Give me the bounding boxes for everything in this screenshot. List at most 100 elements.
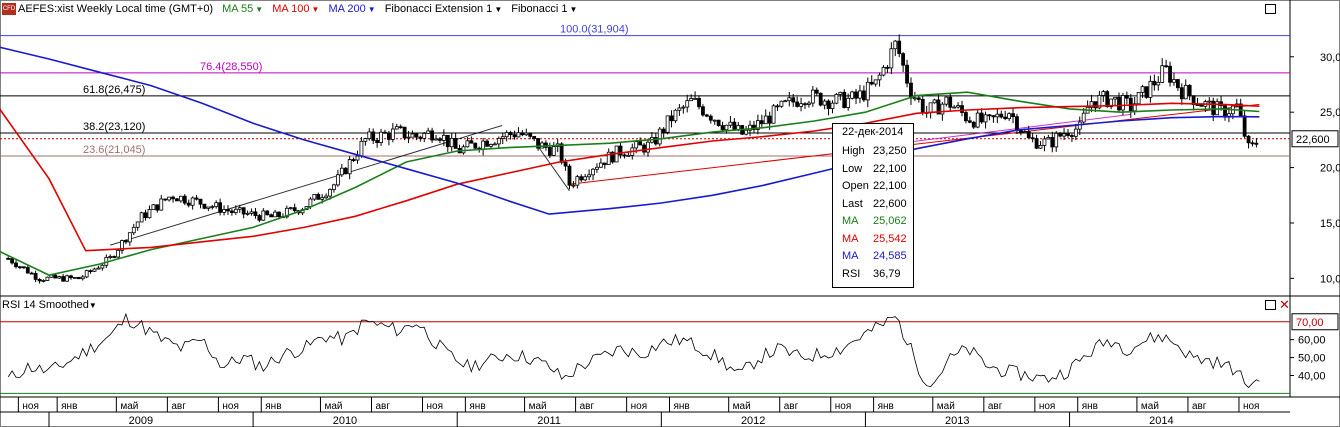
candle-body <box>995 113 1000 118</box>
candle-body <box>335 174 340 186</box>
indicator-fibonacci-extension-1[interactable]: Fibonacci Extension 1 ▼ <box>385 3 503 15</box>
candle-body <box>406 136 411 139</box>
chevron-down-icon: ▼ <box>255 4 264 14</box>
rsi-level-label: 70,00 <box>1296 317 1324 329</box>
candle-body <box>438 138 442 141</box>
candle-body <box>732 121 737 131</box>
month-label: янв <box>673 401 689 412</box>
chevron-down-icon: ▼ <box>569 4 578 14</box>
candle-body <box>618 145 623 156</box>
candle-body <box>657 128 662 145</box>
candle-body <box>371 131 376 141</box>
candle-body <box>791 97 796 103</box>
data-tooltip: 22-дек-2014 High 23,250 Low 22,100 Open 22,10… <box>832 123 914 288</box>
candle-body <box>241 207 246 215</box>
candle-body <box>198 198 203 205</box>
candle-body <box>1187 84 1192 97</box>
chevron-down-icon: ▼ <box>367 4 376 14</box>
candle-body <box>940 103 945 115</box>
candle-body <box>163 198 168 201</box>
tooltip-row-value: 22,100 <box>873 180 907 192</box>
rsi-close-icon[interactable]: ✕ <box>1279 297 1290 312</box>
candle-body <box>131 226 136 234</box>
candle-body <box>1254 142 1259 145</box>
candle-body <box>838 91 843 95</box>
candle-body <box>230 210 234 213</box>
candle-body <box>948 96 953 108</box>
y-tick-label: 15,000 <box>1320 218 1340 230</box>
candle-body <box>987 114 992 117</box>
tooltip-row: RSI 36,79 <box>842 268 910 284</box>
tooltip-row-value: 25,542 <box>873 232 907 245</box>
tooltip-row-value: 25,062 <box>873 215 907 227</box>
candle-body <box>1168 65 1172 83</box>
time-x-axis: ноя янв май авг ноя янв май авг ноя янв май авг ноя я… <box>17 397 1259 427</box>
maximize-icon[interactable] <box>1265 4 1276 14</box>
indicator-label: MA 200 <box>328 3 366 15</box>
candle-body <box>84 270 89 278</box>
candle-body <box>175 198 179 202</box>
rsi-maximize-icon[interactable] <box>1265 300 1276 310</box>
candle-body <box>116 249 120 258</box>
rsi-title[interactable]: RSI 14 Smoothed▼ <box>2 299 97 311</box>
month-label: ноя <box>1039 401 1056 412</box>
candle-body <box>1199 104 1204 107</box>
candle-body <box>508 132 513 136</box>
candle-body <box>795 101 800 107</box>
candle-body <box>402 126 407 139</box>
candle-body <box>689 98 694 102</box>
candle-body <box>1015 116 1019 131</box>
candle-body <box>822 100 827 106</box>
candle-body <box>481 140 486 150</box>
candle-body <box>704 114 709 117</box>
tooltip-row: Last 22,600 <box>842 198 910 214</box>
candle-body <box>799 103 803 107</box>
year-label: 2011 <box>537 415 561 427</box>
candle-body <box>563 161 568 167</box>
candle-body <box>697 98 701 108</box>
candle-body <box>547 146 552 156</box>
chevron-down-icon: ▼ <box>494 4 503 14</box>
tooltip-row: High 23,250 <box>842 145 910 161</box>
candle-body <box>1073 128 1078 137</box>
candle-body <box>273 211 277 218</box>
candle-body <box>567 165 572 186</box>
candle-body <box>426 130 431 134</box>
candle-body <box>127 232 132 243</box>
candle-body <box>33 272 38 280</box>
rsi-chart-panel: 40,00 50,00 60,00 70,00 <box>0 312 1339 394</box>
candle-body <box>269 214 274 218</box>
month-label: авг <box>375 401 390 412</box>
month-label: авг <box>171 401 186 412</box>
month-label: янв <box>878 401 894 412</box>
symbol-title[interactable]: AEFES:xist Weekly Local time (GMT+0) <box>18 3 213 15</box>
indicator-fibonacci-1[interactable]: Fibonacci 1 ▼ <box>511 3 577 15</box>
tooltip-row: Open 22,100 <box>842 180 910 196</box>
candle-body <box>854 91 858 99</box>
candle-body <box>182 195 187 204</box>
candle-body <box>901 53 906 66</box>
candle-body <box>960 105 964 113</box>
candle-body <box>92 268 97 272</box>
candle-body <box>916 97 921 100</box>
candle-body <box>559 143 564 163</box>
candle-body <box>999 113 1004 118</box>
month-label: май <box>733 401 751 412</box>
indicator-ma-100[interactable]: MA 100 ▼ <box>272 3 319 15</box>
indicator-ma-200[interactable]: MA 200 ▼ <box>328 3 375 15</box>
rsi-tick-label: 40,00 <box>1298 371 1326 383</box>
candle-body <box>1211 100 1216 116</box>
candle-body <box>500 136 505 139</box>
tooltip-row-label: RSI <box>842 267 861 280</box>
indicator-ma-55[interactable]: MA 55 ▼ <box>222 3 263 15</box>
candle-body <box>237 207 242 210</box>
candle-body <box>685 100 690 108</box>
candle-body <box>332 184 336 190</box>
candle-body <box>222 209 226 213</box>
year-label: 2010 <box>333 415 357 427</box>
candle-body <box>1026 131 1031 139</box>
candle-body <box>312 194 317 200</box>
last-price-box <box>1291 130 1339 148</box>
candle-body <box>1050 137 1055 148</box>
candle-body <box>952 106 957 109</box>
